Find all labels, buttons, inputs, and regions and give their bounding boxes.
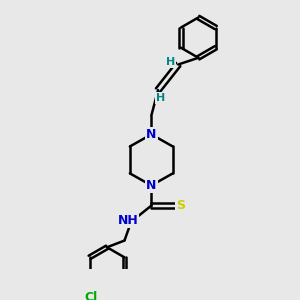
Text: N: N	[146, 128, 157, 141]
Text: H: H	[156, 93, 165, 103]
Text: NH: NH	[118, 214, 138, 227]
Text: S: S	[176, 199, 185, 212]
Text: N: N	[146, 179, 157, 192]
Text: H: H	[166, 57, 175, 67]
Text: Cl: Cl	[84, 291, 98, 300]
